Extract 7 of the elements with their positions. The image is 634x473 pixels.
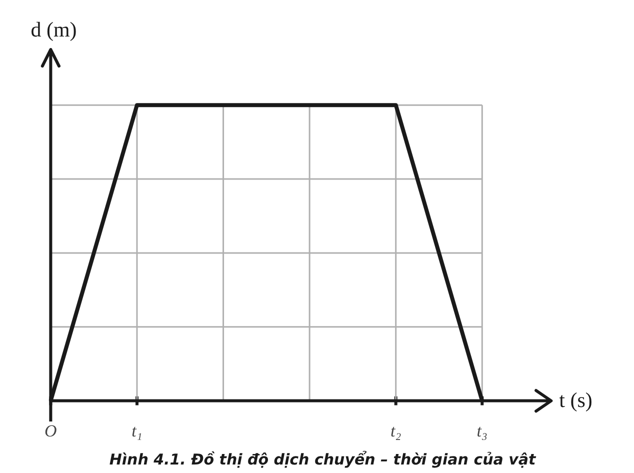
y-axis-title: d (m) [30,18,77,42]
x-tick-label: t₁ [132,422,142,440]
x-axis-title: t (s) [559,388,592,412]
x-tick-label: t₃ [476,422,488,440]
text: Hình 4.1. Đồ thị độ dịch chuyển – thời gian của vật [109,450,537,468]
x-tick-label: O [44,422,57,440]
x-tick-label: t₂ [390,422,402,440]
